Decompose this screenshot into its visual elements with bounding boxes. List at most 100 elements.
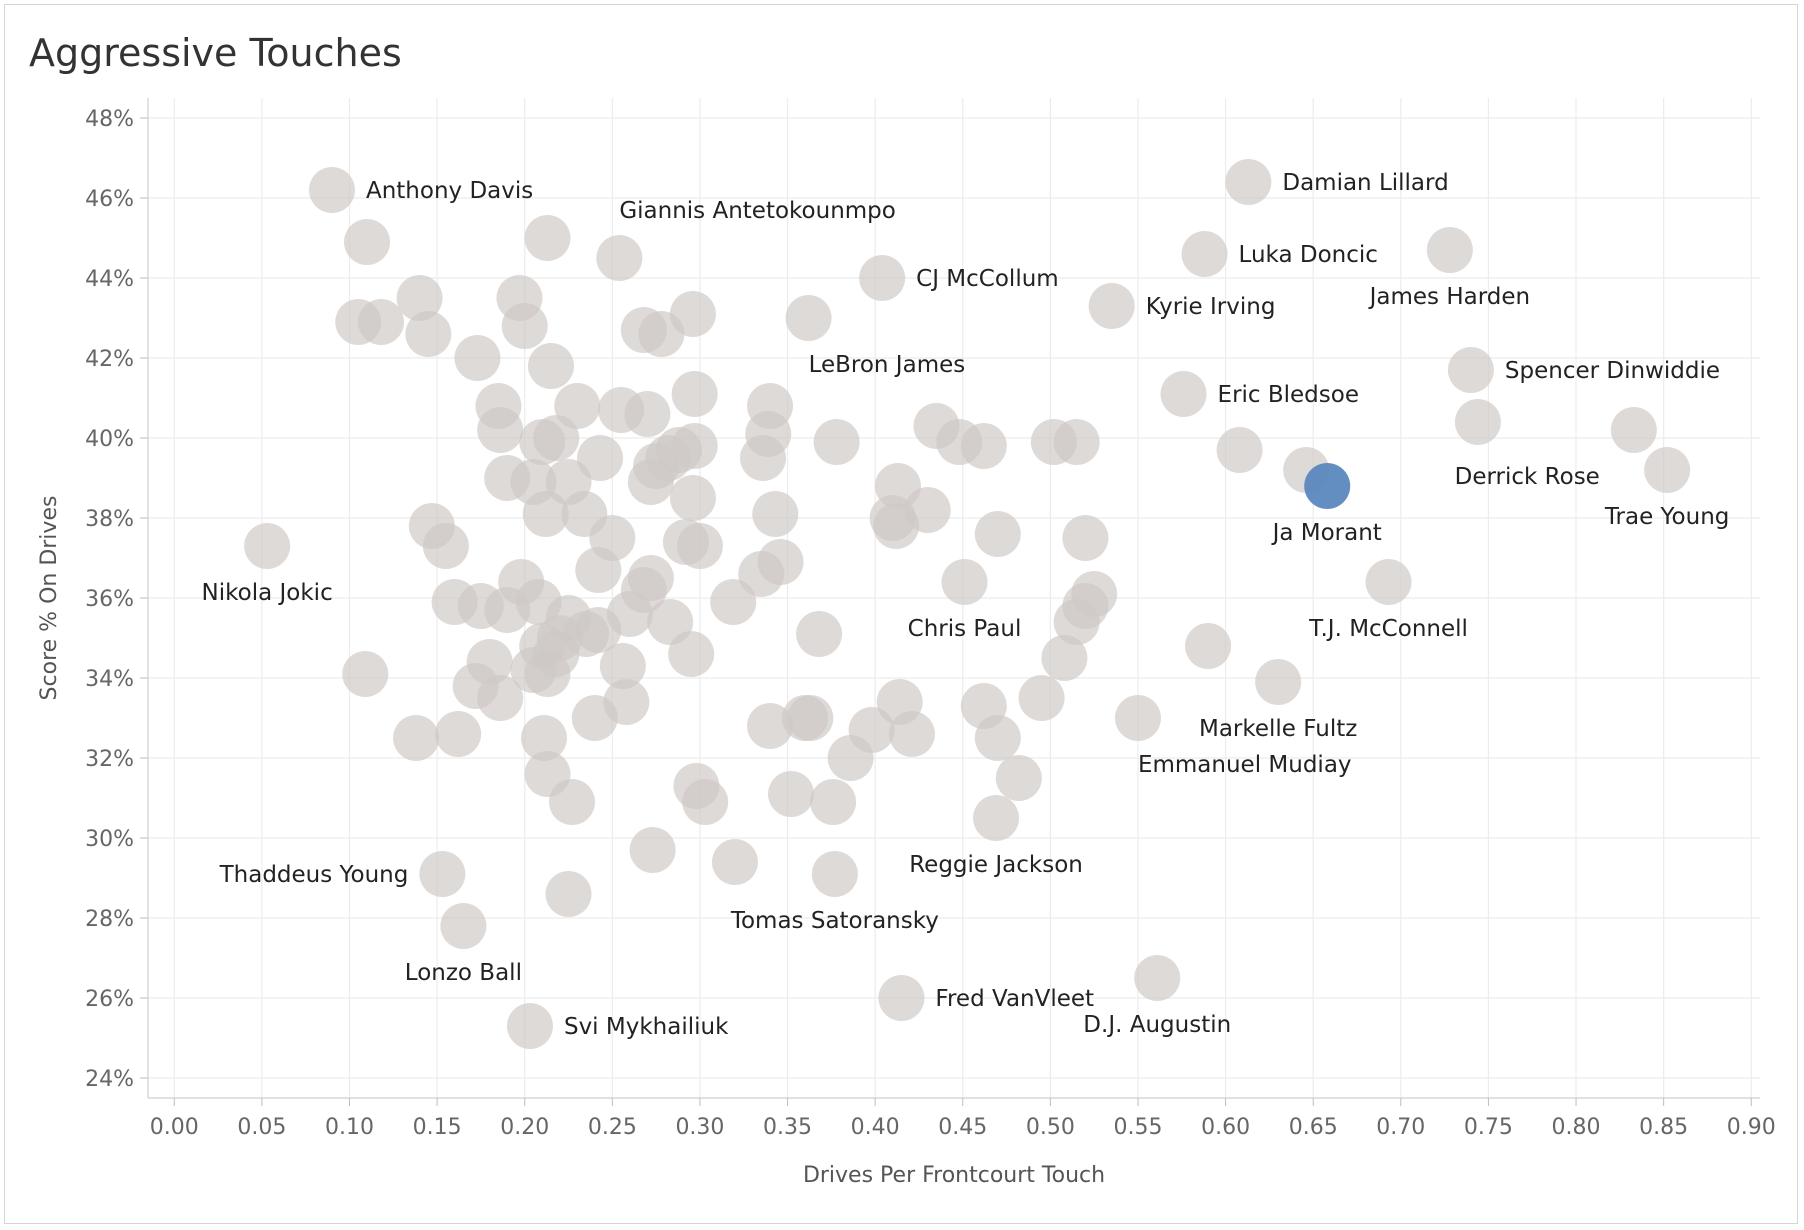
data-point[interactable] bbox=[501, 303, 548, 349]
data-point[interactable] bbox=[974, 715, 1021, 761]
data-point[interactable] bbox=[629, 827, 676, 873]
data-point[interactable] bbox=[1185, 623, 1232, 669]
data-point[interactable] bbox=[1053, 419, 1100, 465]
data-point[interactable] bbox=[393, 715, 440, 761]
data-point-labeled[interactable] bbox=[811, 851, 858, 897]
x-axis-title: Drives Per Frontcourt Touch bbox=[803, 1163, 1105, 1188]
data-point-labeled[interactable] bbox=[785, 295, 832, 341]
data-point[interactable] bbox=[1071, 571, 1118, 617]
data-point[interactable] bbox=[682, 779, 729, 825]
data-point[interactable] bbox=[344, 219, 391, 265]
data-point[interactable] bbox=[477, 675, 524, 721]
data-point[interactable] bbox=[624, 391, 671, 437]
data-point[interactable] bbox=[752, 491, 799, 537]
data-point[interactable] bbox=[520, 715, 567, 761]
data-point[interactable] bbox=[522, 491, 569, 537]
point-labels: Anthony Davis Giannis Antetokounmpo CJ McC… bbox=[202, 170, 1730, 1040]
data-point[interactable] bbox=[711, 839, 758, 885]
data-point[interactable] bbox=[599, 643, 646, 689]
data-point[interactable] bbox=[747, 703, 794, 749]
data-point[interactable] bbox=[974, 511, 1021, 557]
data-point[interactable] bbox=[757, 539, 804, 585]
data-point-labeled[interactable] bbox=[440, 903, 487, 949]
data-point[interactable] bbox=[554, 383, 601, 429]
data-point[interactable] bbox=[671, 371, 718, 417]
data-point[interactable] bbox=[671, 423, 718, 469]
data-point[interactable] bbox=[888, 711, 935, 757]
data-point[interactable] bbox=[813, 419, 860, 465]
point-label: Kyrie Irving bbox=[1146, 294, 1276, 320]
data-point[interactable] bbox=[787, 695, 834, 741]
data-point[interactable] bbox=[1454, 399, 1501, 445]
point-label: Eric Bledsoe bbox=[1218, 382, 1359, 408]
data-point-labeled[interactable] bbox=[859, 255, 906, 301]
data-point[interactable] bbox=[768, 771, 815, 817]
data-point-labeled[interactable] bbox=[1160, 371, 1207, 417]
data-point[interactable] bbox=[422, 523, 469, 569]
data-point-highlight[interactable] bbox=[1304, 463, 1351, 509]
data-point-labeled[interactable] bbox=[1610, 407, 1657, 453]
data-point[interactable] bbox=[960, 423, 1007, 469]
data-point[interactable] bbox=[848, 707, 895, 753]
data-point-labeled[interactable] bbox=[1181, 231, 1228, 277]
point-label: T.J. McConnell bbox=[1308, 616, 1468, 642]
data-point-labeled[interactable] bbox=[878, 975, 925, 1021]
data-point-labeled[interactable] bbox=[1225, 159, 1272, 205]
data-point[interactable] bbox=[466, 639, 513, 685]
data-point-labeled[interactable] bbox=[419, 851, 466, 897]
data-point[interactable] bbox=[1018, 675, 1065, 721]
data-point[interactable] bbox=[396, 275, 443, 321]
data-point[interactable] bbox=[1062, 515, 1109, 561]
data-point[interactable] bbox=[873, 503, 920, 549]
data-point[interactable] bbox=[796, 611, 843, 657]
data-point-labeled[interactable] bbox=[308, 167, 355, 213]
data-point-labeled[interactable] bbox=[1088, 283, 1135, 329]
data-point-labeled[interactable] bbox=[1447, 347, 1494, 393]
data-point-labeled[interactable] bbox=[1644, 447, 1691, 493]
data-point[interactable] bbox=[575, 607, 622, 653]
point-label: Giannis Antetokounmpo bbox=[619, 198, 896, 224]
data-point[interactable] bbox=[477, 407, 524, 453]
data-point-labeled[interactable] bbox=[506, 1003, 553, 1049]
data-point-labeled[interactable] bbox=[1114, 695, 1161, 741]
data-point[interactable] bbox=[668, 631, 715, 677]
data-point[interactable] bbox=[358, 299, 405, 345]
data-point-labeled[interactable] bbox=[1426, 227, 1473, 273]
data-point-labeled[interactable] bbox=[941, 559, 988, 605]
data-point-labeled[interactable] bbox=[1255, 659, 1302, 705]
data-point[interactable] bbox=[669, 475, 716, 521]
data-point-labeled[interactable] bbox=[1365, 559, 1412, 605]
point-label: Derrick Rose bbox=[1455, 464, 1600, 490]
data-point-labeled[interactable] bbox=[596, 235, 643, 281]
data-point[interactable] bbox=[1216, 427, 1263, 473]
data-point[interactable] bbox=[533, 631, 580, 677]
data-point[interactable] bbox=[810, 779, 857, 825]
data-point[interactable] bbox=[342, 651, 389, 697]
point-label: Spencer Dinwiddie bbox=[1505, 358, 1720, 384]
chart-title: Aggressive Touches bbox=[29, 31, 402, 75]
data-point[interactable] bbox=[528, 343, 574, 389]
data-point-labeled[interactable] bbox=[973, 795, 1020, 841]
data-point[interactable] bbox=[995, 755, 1042, 801]
data-point[interactable] bbox=[1041, 635, 1088, 681]
data-point[interactable] bbox=[435, 711, 482, 757]
data-point[interactable] bbox=[524, 215, 571, 261]
data-point[interactable] bbox=[577, 435, 624, 481]
data-point[interactable] bbox=[669, 291, 716, 337]
point-label: Markelle Fultz bbox=[1199, 716, 1357, 742]
data-point[interactable] bbox=[676, 523, 723, 569]
data-point[interactable] bbox=[549, 779, 596, 825]
x-tick-label: 0.70 bbox=[1376, 1115, 1425, 1140]
data-point[interactable] bbox=[405, 311, 452, 357]
data-point[interactable] bbox=[571, 695, 618, 741]
data-point[interactable] bbox=[747, 383, 794, 429]
data-point[interactable] bbox=[627, 555, 674, 601]
data-point[interactable] bbox=[589, 515, 636, 561]
x-tick-label: 0.90 bbox=[1727, 1115, 1776, 1140]
data-point-labeled[interactable] bbox=[244, 523, 291, 569]
data-point[interactable] bbox=[545, 871, 592, 917]
data-point[interactable] bbox=[454, 335, 501, 381]
data-point[interactable] bbox=[710, 579, 757, 625]
data-point-labeled[interactable] bbox=[1134, 955, 1181, 1001]
